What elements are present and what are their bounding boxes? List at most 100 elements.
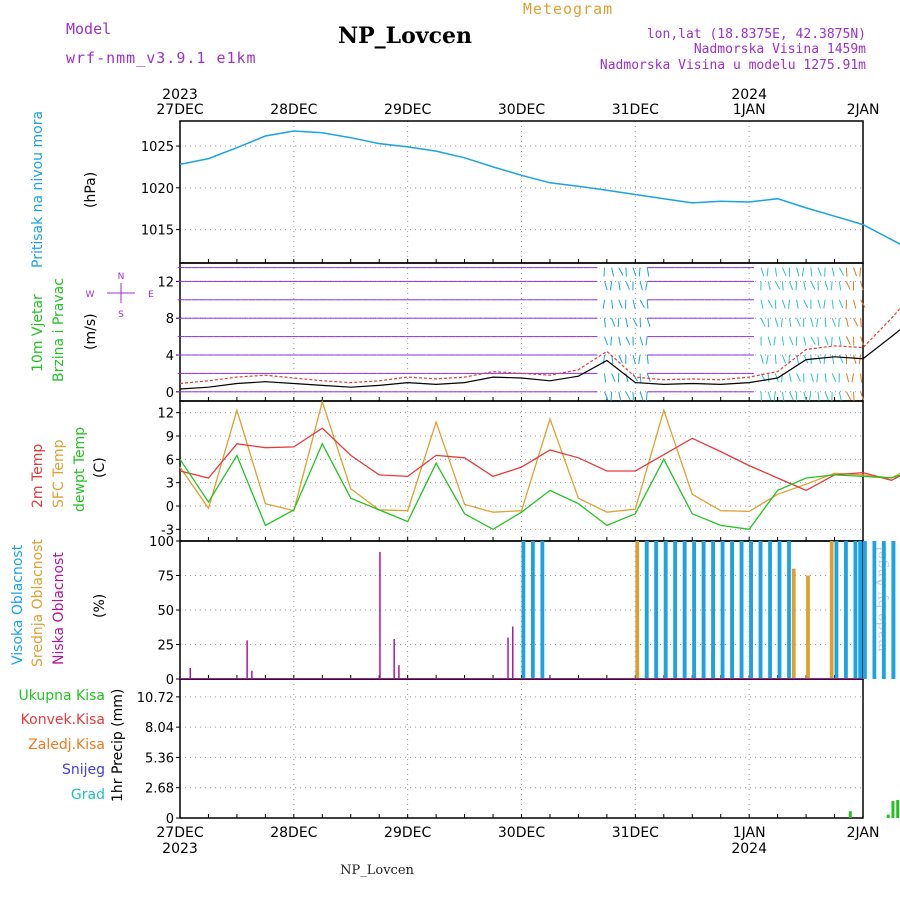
wind-arrow	[832, 318, 835, 326]
wind-arrow	[825, 281, 828, 290]
wind-arrow	[626, 373, 628, 382]
cloud-bar	[891, 541, 895, 679]
ytick-label: 50	[157, 604, 174, 619]
station-title: NP_Lovcen	[338, 23, 472, 49]
cloud-bar	[721, 541, 725, 679]
compass-n: N	[118, 272, 125, 282]
wind-arrow	[768, 337, 770, 346]
cloud-bar	[251, 671, 253, 679]
xtick-bottom-label: 30DEC	[498, 825, 545, 841]
wind-arrow	[761, 300, 763, 309]
wind-arrow	[789, 373, 791, 382]
wind-arrow	[832, 337, 833, 346]
wind-arrow	[825, 392, 828, 400]
wind-arrow	[789, 392, 793, 400]
compass-s: S	[118, 310, 124, 320]
wind-arrow	[839, 392, 841, 401]
panel4-ylabel: (%)	[92, 594, 108, 618]
precip-bar	[849, 811, 852, 818]
wind-arrow	[839, 268, 843, 276]
wind-arrow	[619, 300, 622, 308]
wind-arrow	[619, 392, 621, 401]
wind-arrow	[789, 281, 792, 289]
panel5-ylabel: 1hr Precip (mm)	[110, 689, 126, 802]
wind-arrow	[854, 268, 857, 277]
wind-arrow	[646, 392, 647, 401]
wind-arrow	[626, 281, 630, 289]
ytick-label: 2.68	[145, 782, 174, 797]
xtick-bottom-year: 2023	[162, 841, 198, 857]
wind-arrow	[612, 300, 613, 309]
precip-bar	[896, 800, 899, 818]
cloud-bar	[830, 541, 834, 679]
wind-arrow	[782, 355, 785, 363]
cloud-bar	[835, 541, 839, 679]
precip-bar	[887, 815, 890, 818]
wind-arrow	[605, 318, 606, 327]
wind-arrow	[775, 355, 776, 364]
cloud-bar	[673, 541, 677, 679]
wind-arrow	[647, 355, 648, 364]
wind-arrow	[797, 318, 801, 326]
wind-arrow	[633, 318, 637, 326]
xtick-bottom-year: 2024	[731, 841, 767, 857]
wind-arrow	[811, 281, 815, 289]
model-name: wrf-nmm_v3.9.1 e1km	[66, 49, 257, 67]
wind-arrow	[809, 392, 810, 401]
wind-arrow	[603, 300, 604, 309]
wind-arrow	[768, 300, 772, 308]
wind-arrow	[647, 318, 650, 327]
wind-arrow	[647, 300, 648, 309]
ytick-label: 75	[157, 570, 174, 585]
wind-arrow	[782, 268, 786, 276]
wind-arrow	[789, 300, 790, 309]
ytick-label: 6	[166, 453, 174, 468]
wind-arrow	[640, 392, 643, 401]
ytick-label: 0	[166, 812, 174, 827]
cloud-bar	[393, 639, 395, 679]
wind-arrow	[817, 318, 818, 327]
xtick-bottom-label: 28DEC	[270, 825, 317, 841]
wind-arrow	[604, 268, 605, 277]
wind-arrow	[825, 337, 828, 346]
ytick-label: 25	[157, 639, 174, 654]
wind-arrow	[768, 392, 771, 401]
wind-arrow	[846, 318, 848, 327]
wind-arrow	[647, 268, 649, 277]
wind-arrow	[605, 392, 608, 400]
panel4-legend-mid: Srednja Oblacnost	[30, 539, 46, 667]
panel3-ylabel: (C)	[92, 457, 108, 478]
compass-e: E	[148, 290, 154, 300]
wind-arrow	[854, 300, 856, 309]
panel5-legend-4: Snijeg	[62, 762, 105, 778]
cloud-bar	[711, 541, 715, 679]
ytick-label: 3	[166, 477, 174, 492]
wind-arrow	[611, 392, 612, 401]
cloud-bar	[858, 541, 862, 679]
wind-arrow	[612, 268, 614, 277]
wind-arrow	[782, 281, 783, 290]
compass-w: W	[86, 290, 95, 300]
cloud-bar	[664, 541, 668, 679]
wind-arrow	[832, 268, 834, 277]
ytick-label: 4	[166, 349, 174, 364]
wind-arrow	[767, 355, 769, 364]
wind-arrow	[804, 281, 806, 290]
ytick-label: 10.72	[137, 691, 174, 706]
product-title: Meteogram	[523, 0, 613, 18]
xtick-bottom-label: 31DEC	[612, 825, 659, 841]
wind-arrow	[811, 268, 812, 277]
panel4-legend-high: Visoka Oblacnost	[10, 544, 26, 665]
wind-arrow	[789, 337, 792, 345]
wind-arrow	[825, 318, 826, 327]
wind-arrow	[761, 318, 765, 326]
wind-arrow	[804, 337, 806, 346]
wind-arrow	[626, 337, 630, 345]
wind-arrow	[775, 281, 779, 289]
wind-arrow	[818, 337, 819, 346]
wind-arrow	[633, 392, 634, 401]
